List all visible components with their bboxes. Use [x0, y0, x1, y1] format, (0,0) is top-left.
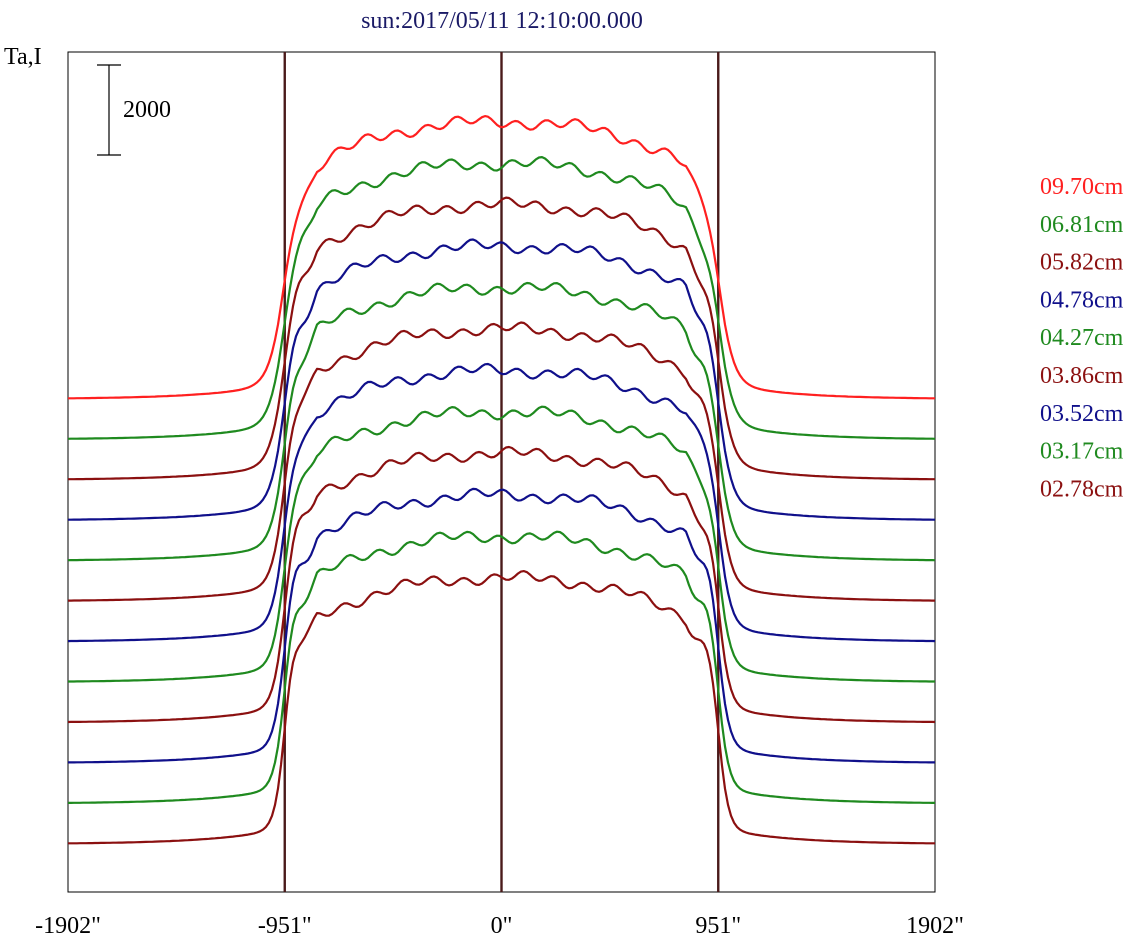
legend-entry-8: 02.78cm	[1040, 476, 1124, 502]
vertical-reference-lines	[283, 52, 720, 892]
scan-curve-11	[68, 570, 935, 845]
scan-curve-9	[68, 487, 935, 764]
x-tick-label-3: 951"	[695, 913, 741, 939]
legend-entry-7: 03.17cm	[1040, 439, 1124, 465]
scale-bar-label: 2000	[123, 97, 171, 123]
x-tick-label-2: 0"	[491, 913, 513, 939]
legend-entry-0: 09.70cm	[1040, 174, 1124, 200]
scan-curves	[67, 115, 936, 845]
x-tick-label-0: -1902"	[35, 913, 101, 939]
chart-title: sun:2017/05/11 12:10:00.000	[361, 8, 643, 34]
scan-curve-0	[68, 115, 935, 400]
y-axis-label: Ta,I	[4, 44, 42, 70]
x-tick-label-4: 1902"	[906, 913, 964, 939]
legend-entry-5: 03.86cm	[1040, 363, 1124, 389]
scan-curve-7	[68, 405, 935, 683]
scan-curve-6	[67, 362, 936, 643]
scan-curve-2	[68, 196, 935, 481]
scan-curve-1	[67, 156, 936, 440]
scan-curve-3	[68, 238, 935, 521]
legend-entry-6: 03.52cm	[1040, 401, 1124, 427]
scan-curve-10	[68, 530, 935, 804]
legend-entry-3: 04.78cm	[1040, 287, 1124, 313]
scan-curve-8	[67, 445, 936, 724]
scan-curve-5	[68, 321, 935, 602]
legend: 09.70cm 06.81cm 05.82cm 04.78cm 04.27cm 03.86…	[1040, 174, 1124, 502]
legend-entry-4: 04.27cm	[1040, 325, 1124, 351]
x-tick-label-1: -951"	[258, 913, 312, 939]
legend-entry-1: 06.81cm	[1040, 212, 1124, 238]
scale-bar: 2000	[97, 64, 171, 156]
scan-curve-4	[67, 281, 936, 562]
x-tick-labels: -1902" -951" 0" 951" 1902"	[35, 913, 964, 939]
legend-entry-2: 05.82cm	[1040, 250, 1124, 276]
